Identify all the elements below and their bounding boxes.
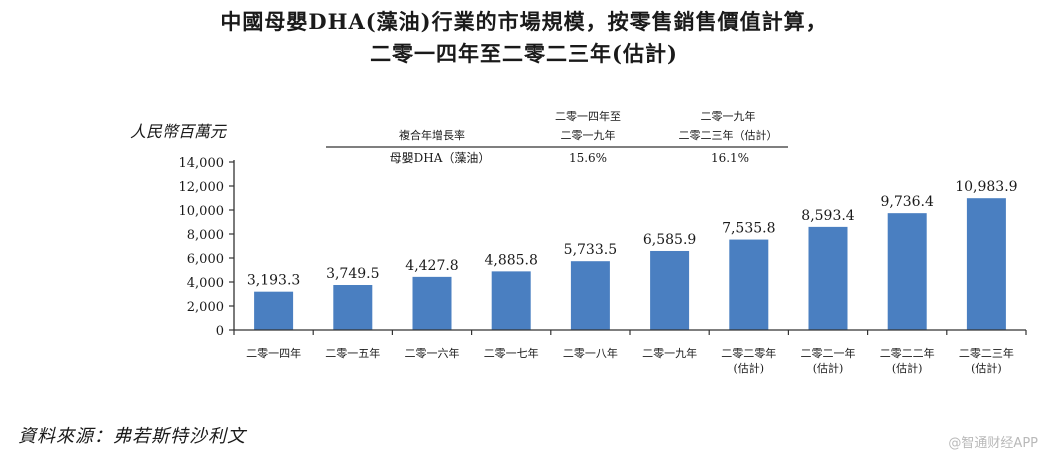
x-tick-label: (估計) bbox=[813, 361, 844, 375]
x-tick-label: 二零一八年 bbox=[563, 346, 618, 360]
x-tick-label: 二零一七年 bbox=[484, 346, 539, 360]
x-tick-label: 二零一九年 bbox=[642, 346, 697, 360]
cagr-col2-line1: 二零一九年 bbox=[701, 109, 756, 123]
x-tick-label: 二零二零年 bbox=[721, 346, 776, 360]
y-tick-label: 6,000 bbox=[187, 252, 224, 267]
bar bbox=[254, 291, 294, 330]
chart-title-line2: 二零一四年至二零二三年(估計) bbox=[370, 41, 678, 66]
y-axis: 0 2,000 4,000 6,000 8,000 10,000 12,000 14,000 bbox=[179, 156, 235, 339]
bar-value-label: 8,593.4 bbox=[801, 208, 855, 224]
bar bbox=[808, 226, 848, 330]
bar-value-label: 3,749.5 bbox=[326, 266, 379, 282]
x-tick-label: 二零二一年 bbox=[801, 346, 856, 360]
bar bbox=[966, 198, 1006, 330]
cagr-col1-line1: 二零一四年至 bbox=[555, 109, 621, 123]
watermark: @智通财经APP bbox=[948, 436, 1038, 451]
bar bbox=[729, 239, 769, 330]
x-tick-label: 二零一五年 bbox=[325, 346, 380, 360]
bar bbox=[412, 276, 452, 330]
y-tick-label: 10,000 bbox=[179, 204, 225, 219]
x-tick-label: 二零一六年 bbox=[405, 346, 460, 360]
cagr-row-label: 母嬰DHA（藻油） bbox=[390, 151, 491, 165]
bar-value-label: 7,535.8 bbox=[722, 221, 775, 237]
y-tick-label: 8,000 bbox=[187, 228, 224, 243]
y-tick-label: 2,000 bbox=[187, 300, 224, 315]
y-axis-unit-label: 人民幣百萬元 bbox=[130, 122, 228, 141]
y-tick-label: 14,000 bbox=[179, 156, 225, 171]
bar-value-label: 4,885.8 bbox=[484, 252, 537, 268]
bar bbox=[887, 213, 927, 330]
bar-value-label: 10,983.9 bbox=[955, 179, 1017, 195]
x-tick-label: 二零一四年 bbox=[246, 346, 301, 360]
source-note: 資料來源：弗若斯特沙利文 bbox=[18, 426, 246, 447]
y-tick-label: 4,000 bbox=[187, 276, 224, 291]
cagr-col2-line2: 二零二三年（估計） bbox=[679, 128, 778, 142]
x-tick-label: 二零二二年 bbox=[880, 346, 935, 360]
bar-value-label: 5,733.5 bbox=[564, 242, 617, 258]
x-tick-label: (估計) bbox=[734, 361, 765, 375]
cagr-col1-line2: 二零一九年 bbox=[561, 128, 616, 142]
bar bbox=[650, 250, 690, 330]
x-tick-label: (估計) bbox=[971, 361, 1002, 375]
bar bbox=[333, 285, 373, 330]
cagr-row-value-2: 16.1% bbox=[711, 151, 749, 165]
y-tick-label: 0 bbox=[216, 324, 224, 339]
x-axis: 二零一四年 二零一五年 二零一六年 二零一七年 二零一八年 二零一九年 二零二零年(估計)二… bbox=[233, 329, 1027, 375]
y-tick-label: 12,000 bbox=[179, 180, 225, 195]
x-tick-label: (估計) bbox=[892, 361, 923, 375]
bar bbox=[491, 271, 531, 330]
bar-value-label: 9,736.4 bbox=[880, 194, 934, 210]
cagr-row-value-1: 15.6% bbox=[569, 151, 607, 165]
bar-value-label: 3,193.3 bbox=[247, 273, 300, 289]
x-tick-label: 二零二三年 bbox=[959, 346, 1014, 360]
cagr-header-label: 複合年增長率 bbox=[399, 128, 465, 142]
bars-group: 3,193.3 3,749.5 4,427.8 4,885.8 5,733.5 6,585… bbox=[247, 179, 1018, 330]
chart-title-line1: 中國母嬰DHA(藻油)行業的市場規模，按零售銷售價值計算， bbox=[220, 9, 828, 34]
bar bbox=[570, 261, 610, 330]
bar-value-label: 4,427.8 bbox=[405, 258, 458, 274]
bar-value-label: 6,585.9 bbox=[643, 232, 696, 248]
cagr-table: 二零一四年至 二零一九年 二零一九年 二零二三年（估計） 複合年增長率 母嬰DH… bbox=[326, 109, 788, 165]
